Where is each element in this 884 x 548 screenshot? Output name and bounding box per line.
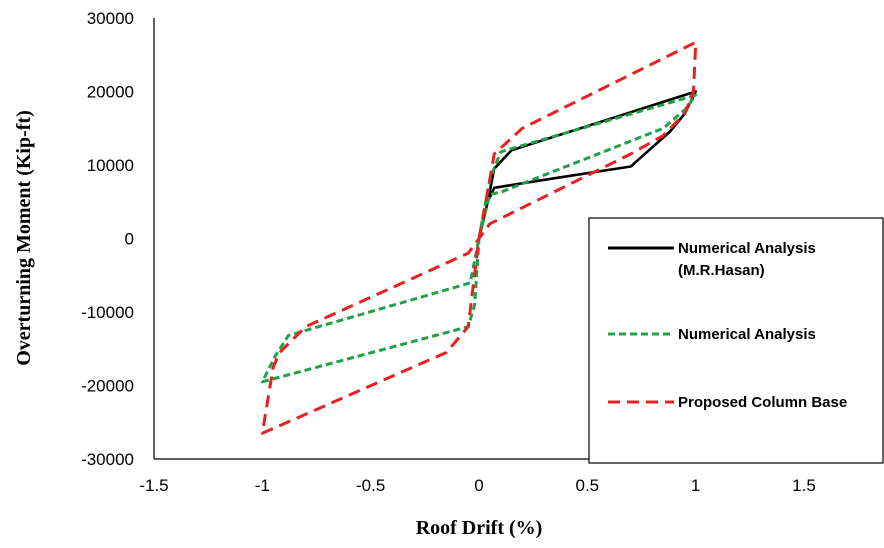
series-line-1 — [477, 90, 698, 239]
legend-label-1: Numerical Analysis — [678, 240, 816, 257]
x-tick-label: 1 — [691, 476, 700, 495]
y-axis-title: Overturning Moment (Kip-ft) — [13, 110, 35, 366]
x-tick-label: -0.5 — [356, 476, 385, 495]
y-tick-label: 30000 — [87, 9, 134, 28]
x-tick-label: 1.5 — [792, 476, 816, 495]
legend-label-1: (M.R.Hasan) — [678, 262, 765, 279]
series-layer — [260, 40, 698, 435]
x-tick-label: -1.5 — [139, 476, 168, 495]
y-tick-label: 10000 — [87, 156, 134, 175]
legend-label-2: Numerical Analysis — [678, 326, 816, 343]
legend-box — [588, 217, 884, 464]
y-tick-label: 0 — [125, 230, 134, 249]
y-tick-label: -20000 — [81, 377, 134, 396]
y-tick-label: -30000 — [81, 450, 134, 469]
x-tick-label: 0.5 — [576, 476, 600, 495]
y-tick-label: -10000 — [81, 303, 134, 322]
x-tick-label: 0 — [474, 476, 483, 495]
legend: Numerical Analysis (M.R.Hasan) Numerical A… — [588, 217, 884, 464]
x-axis-title: Roof Drift (%) — [416, 517, 543, 539]
series-line-2 — [260, 93, 698, 384]
y-tick-label: 20000 — [87, 83, 134, 102]
x-tick-label: -1 — [255, 476, 270, 495]
x-tick-labels: -1.5 -1 -0.5 0 0.5 1 1.5 — [139, 476, 815, 495]
legend-label-3: Proposed Column Base — [678, 394, 847, 411]
series-line-3 — [260, 40, 698, 435]
y-tick-labels: 30000 20000 10000 0 -10000 -20000 -30000 — [81, 9, 134, 469]
